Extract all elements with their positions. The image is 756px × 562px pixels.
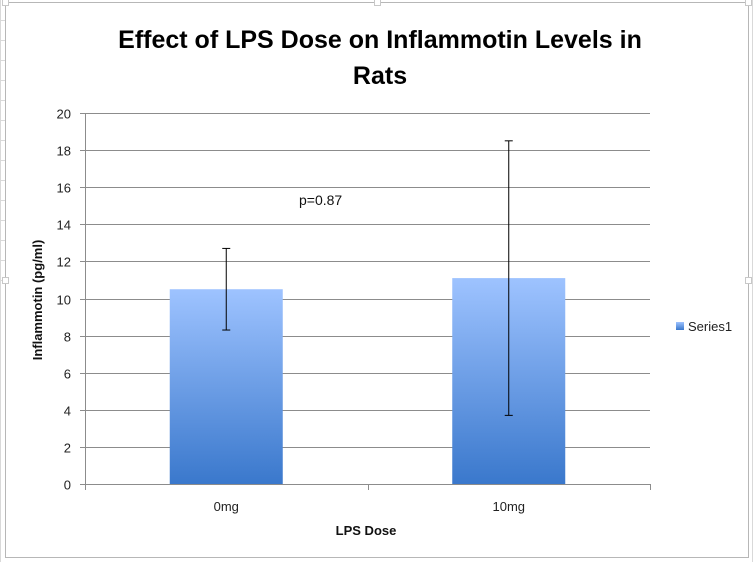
- y-tick-label: 18: [57, 144, 71, 159]
- resize-handle-left[interactable]: [2, 277, 9, 284]
- p-value-annotation: p=0.87: [299, 192, 342, 208]
- resize-handle-top-right[interactable]: [745, 0, 752, 6]
- resize-handle-top[interactable]: [374, 0, 381, 6]
- chart-title-line-2: Rats: [353, 62, 407, 90]
- legend-label: Series1: [688, 319, 732, 334]
- x-axis-title: LPS Dose: [336, 523, 397, 538]
- y-tick-label: 4: [64, 404, 71, 419]
- legend[interactable]: Series1: [676, 319, 732, 334]
- plot-area: 0 2 4 6 8 10 12 14 16 18 20 0mg 10mg: [57, 107, 651, 514]
- y-tick-label: 10: [57, 293, 71, 308]
- x-tick-label: 0mg: [214, 499, 239, 514]
- resize-handle-right[interactable]: [745, 277, 752, 284]
- y-tick-label: 8: [64, 330, 71, 345]
- y-tick-label: 0: [64, 478, 71, 493]
- chart-svg: Effect of LPS Dose on Inflammotin Levels…: [30, 26, 732, 538]
- resize-handle-top-left[interactable]: [2, 0, 9, 6]
- y-tick-label: 16: [57, 181, 71, 196]
- chart-title-line-1: Effect of LPS Dose on Inflammotin Levels…: [118, 26, 642, 54]
- y-tick-label: 20: [57, 107, 71, 122]
- y-tick-label: 14: [57, 218, 71, 233]
- y-axis-title: Inflammotin (pg/ml): [30, 240, 45, 361]
- y-tick-label: 2: [64, 441, 71, 456]
- legend-swatch: [676, 322, 684, 330]
- y-tick-label: 12: [57, 255, 71, 270]
- x-tick-label: 10mg: [492, 499, 525, 514]
- y-tick-label: 6: [64, 367, 71, 382]
